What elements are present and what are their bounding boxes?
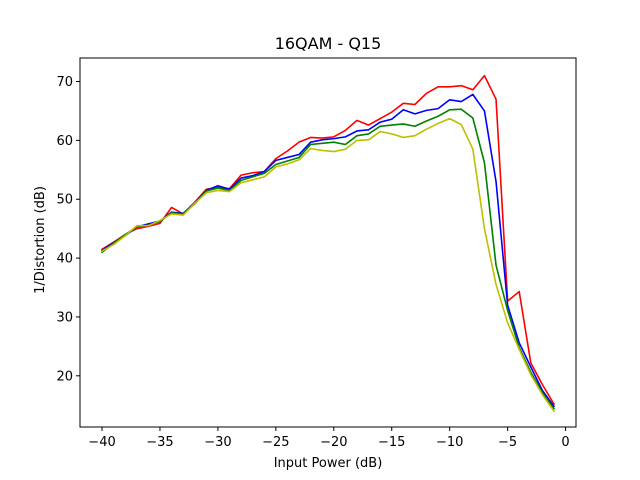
y-axis: 20 30 40 50 60 70 [56,75,80,384]
series-line-3 [100,108,556,410]
x-tick-label: −15 [378,435,405,450]
x-tick-label: −10 [436,435,463,450]
y-tick-label: 60 [56,134,73,149]
y-tick-label: 70 [56,75,73,90]
y-tick-label: 30 [56,310,73,325]
y-tick-label: 50 [56,193,73,208]
x-tick-label: −5 [498,435,517,450]
y-tick-label: 40 [56,252,73,267]
x-axis: −40 −35 −30 −25 −20 −15 −10 −5 0 [88,427,570,450]
x-axis-label: Input Power (dB) [274,456,383,471]
plot-frame [79,57,577,428]
y-axis-label: 1/Distortion (dB) [33,186,48,294]
series-layer [100,74,556,413]
y-tick-label: 20 [56,369,73,384]
x-tick-label: 0 [561,435,569,450]
x-tick-label: −35 [146,435,173,450]
series-line-1 [100,74,556,406]
x-tick-label: −40 [88,435,115,450]
series-line-4 [100,117,556,413]
chart-title: 16QAM - Q15 [275,34,382,53]
x-tick-label: −25 [262,435,289,450]
x-tick-label: −20 [320,435,347,450]
x-tick-label: −30 [204,435,231,450]
